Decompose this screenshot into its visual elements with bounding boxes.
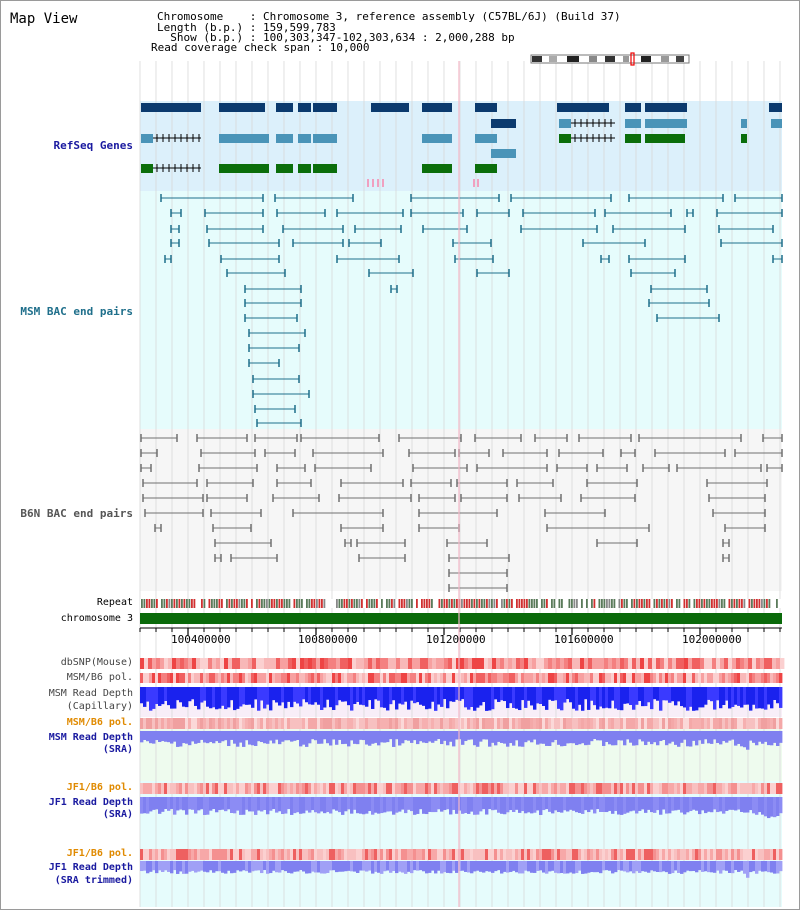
- refseq-track-bg: [140, 101, 782, 191]
- track-label-b6n-bac[interactable]: B6N BAC end pairs: [20, 507, 133, 520]
- page-title: Map View: [10, 11, 78, 27]
- ruler-tick-label: 101200000: [426, 633, 486, 646]
- ruler-tick-label: 100400000: [171, 633, 231, 646]
- track-label-msm-pol: MSM/B6 pol.: [66, 672, 133, 683]
- track-label-jf1-pol-2: JF1/B6 pol.: [66, 848, 133, 859]
- track-label-refseq[interactable]: RefSeq Genes: [53, 139, 133, 152]
- track-label-msm-depth-cap: MSM Read Depth: [48, 688, 133, 699]
- ruler-tick-label: 102000000: [682, 633, 742, 646]
- track-label-msm-depth-cap-sub: (Capillary): [66, 701, 133, 712]
- track-label-jf1-depth-trim-sub: (SRA trimmed): [54, 875, 133, 886]
- track-label-jf1-depth-trim: JF1 Read Depth: [48, 862, 133, 873]
- chromosome-ideogram: [530, 52, 690, 66]
- track-label-jf1-depth: JF1 Read Depth: [48, 797, 133, 808]
- chromosome-bar: [140, 613, 782, 624]
- show-range-info: Show (b.p.) : 100,303,347-102,303,634 : …: [157, 31, 515, 44]
- track-label-chromosome: chromosome 3: [60, 613, 133, 624]
- chromosome-info: Chromosome : Chromosome 3, reference ass…: [157, 10, 621, 23]
- track-label-msm-bac[interactable]: MSM BAC end pairs: [20, 305, 133, 318]
- variation-tracks: [140, 658, 785, 878]
- ruler-tick-label: 101600000: [554, 633, 614, 646]
- length-info: Length (b.p.) : 159,599,783: [157, 21, 336, 34]
- track-label-msm-depth-sra: MSM Read Depth: [48, 732, 133, 743]
- grid-lines: [139, 61, 781, 907]
- msm-bac-pairs: [160, 194, 783, 427]
- ruler-tick-label: 100800000: [298, 633, 358, 646]
- refseq-genes: [141, 103, 782, 187]
- b6n-bac-pairs: [140, 434, 783, 592]
- track-label-jf1-pol: JF1/B6 pol.: [66, 782, 133, 793]
- track-label-dbsnp: dbSNP(Mouse): [60, 657, 133, 668]
- track-label-repeat: Repeat: [96, 597, 133, 608]
- msm-bac-track-bg: [140, 191, 782, 429]
- repeat-track: [140, 599, 782, 608]
- track-label-jf1-depth-sub: (SRA): [102, 809, 133, 820]
- coverage-span-info: Read coverage check span : 10,000: [151, 41, 370, 54]
- track-label-msm-depth-sra-sub: (SRA): [102, 744, 133, 755]
- position-ruler: [139, 627, 782, 635]
- b6n-bac-track-bg: [140, 429, 782, 591]
- track-label-msm-pol-2: MSM/B6 pol.: [66, 717, 133, 728]
